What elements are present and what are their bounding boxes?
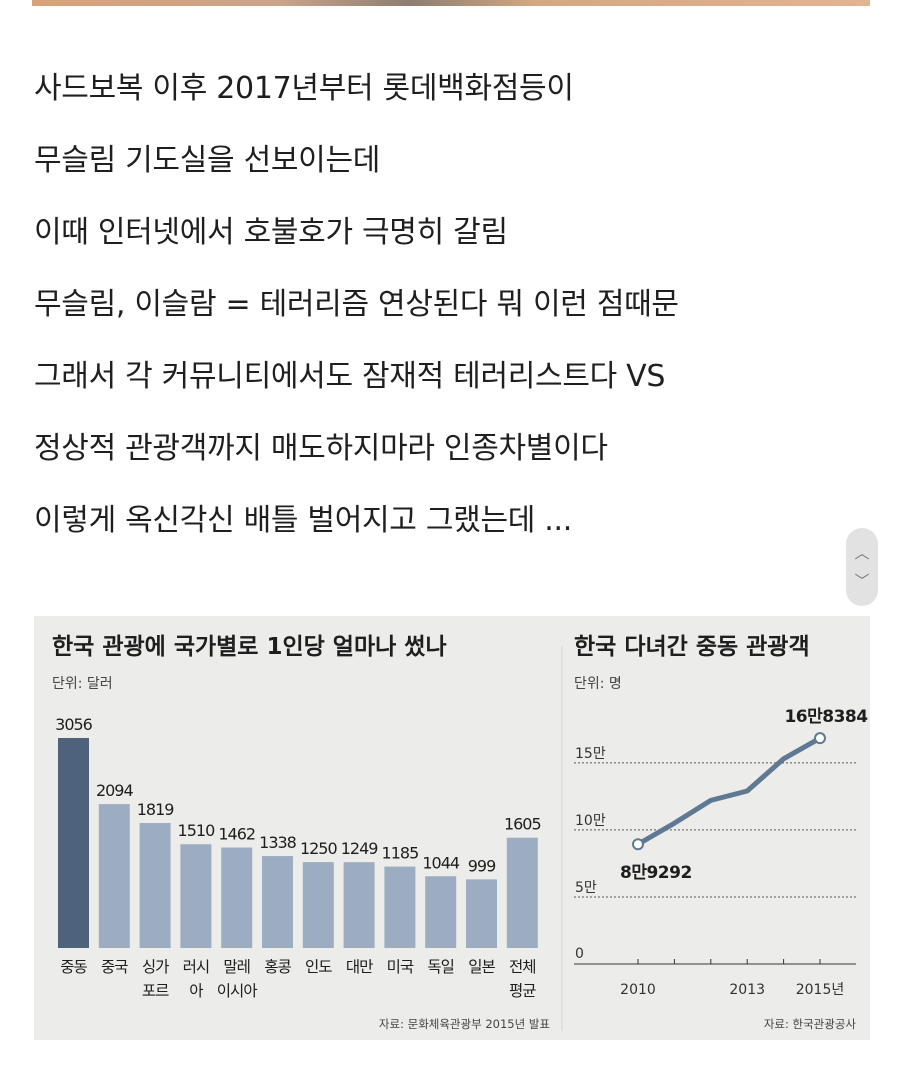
bar — [343, 862, 375, 948]
bar-category-label: 포르 — [142, 982, 169, 1000]
bar — [58, 738, 89, 948]
bar-chart-source: 자료: 문화체육관광부 2015년 발표 — [379, 1017, 550, 1031]
bar — [180, 844, 212, 948]
bar-category-label: 아 — [189, 982, 203, 1000]
paragraph-line: 정상적 관광객까지 매도하지마라 인종차별이다 — [34, 431, 608, 466]
start-point-marker — [632, 838, 644, 851]
bar — [384, 866, 416, 948]
bar-value-label: 1510 — [178, 821, 216, 840]
bar-category-label: 말레 — [223, 958, 250, 976]
bar-category-label: 러시 — [183, 958, 210, 976]
bar-category-label: 평균 — [509, 982, 536, 1000]
bar-category-label: 일본 — [468, 958, 495, 976]
bar-value-label: 1185 — [382, 844, 419, 863]
end-point-marker — [814, 732, 826, 745]
top-photo-strip — [32, 0, 870, 6]
bar-category-label: 중국 — [101, 958, 128, 976]
line-chart-source: 자료: 한국관광공사 — [764, 1017, 857, 1031]
scroll-up-icon[interactable]: ︿ — [854, 544, 870, 562]
bar-value-label: 1605 — [504, 815, 541, 834]
bar-category-label: 싱가 — [142, 958, 169, 976]
bar-category-label: 인도 — [305, 958, 332, 976]
bar-category-label: 중동 — [60, 958, 87, 976]
line-chart-unit: 단위: 명 — [574, 676, 622, 692]
y-tick-label: 15만 — [575, 746, 606, 762]
bar-value-label: 1338 — [259, 833, 297, 852]
bar-category-label: 홍콩 — [264, 958, 291, 976]
x-tick-label: 2015년 — [796, 982, 845, 998]
bar-value-label: 2094 — [96, 781, 134, 800]
bar-value-label: 999 — [468, 856, 496, 875]
bar — [98, 804, 130, 948]
bar — [262, 856, 293, 948]
scroll-down-icon[interactable]: ﹀ — [854, 572, 870, 590]
x-tick-label: 2013 — [729, 982, 765, 998]
bar-value-label: 1250 — [300, 839, 338, 858]
series-line — [636, 735, 822, 847]
bar-value-label: 1044 — [422, 853, 460, 872]
paragraph-line: 무슬림, 이슬람 = 테러리즘 연상된다 뭐 이런 점때문 — [34, 287, 679, 322]
bar — [139, 823, 171, 948]
bar-category-label: 독일 — [427, 958, 454, 976]
bar-category-label: 대만 — [346, 958, 373, 976]
bar — [425, 876, 457, 948]
paragraph-line: 그래서 각 커뮤니티에서도 잠재적 테러리스트다 VS — [34, 359, 666, 394]
bar — [221, 847, 253, 948]
bar — [302, 862, 334, 948]
bar-category-label: 전체 — [509, 958, 536, 976]
y-tick-label: 5만 — [575, 880, 597, 896]
scroll-control[interactable]: ︿ ﹀ — [846, 528, 878, 606]
paragraph-line: 이렇게 옥신각신 배틀 벌어지고 그랬는데 ... — [34, 503, 572, 538]
start-value-annotation: 8만9292 — [620, 863, 692, 883]
bar-value-label: 1249 — [341, 839, 379, 858]
bar-value-label: 1819 — [137, 800, 175, 819]
bar-chart-unit: 단위: 달러 — [52, 676, 113, 692]
bar — [466, 879, 497, 948]
y-tick-label: 0 — [575, 946, 584, 962]
paragraph-line: 이때 인터넷에서 호불호가 극명히 갈림 — [34, 215, 508, 250]
bar-category-label: 미국 — [387, 958, 414, 976]
y-tick-label: 10만 — [575, 813, 606, 829]
paragraph-line: 무슬림 기도실을 선보이는데 — [34, 143, 381, 178]
line-chart-title: 한국 다녀간 중동 관광객 — [574, 634, 810, 660]
bar-value-label: 1462 — [218, 825, 255, 844]
paragraph-line: 사드보복 이후 2017년부터 롯데백화점등이 — [34, 71, 574, 106]
bar — [506, 837, 538, 948]
bar-chart-title: 한국 관광에 국가별로 1인당 얼마나 썼나 — [52, 634, 447, 660]
bar-category-label: 이시아 — [217, 982, 258, 1000]
post-body: 사드보복 이후 2017년부터 롯데백화점등이 무슬림 기도실을 선보이는데 이… — [34, 66, 679, 570]
x-tick-label: 2010 — [620, 982, 656, 998]
bar-value-label: 3056 — [55, 715, 93, 734]
end-value-annotation: 16만8384 — [784, 707, 868, 727]
